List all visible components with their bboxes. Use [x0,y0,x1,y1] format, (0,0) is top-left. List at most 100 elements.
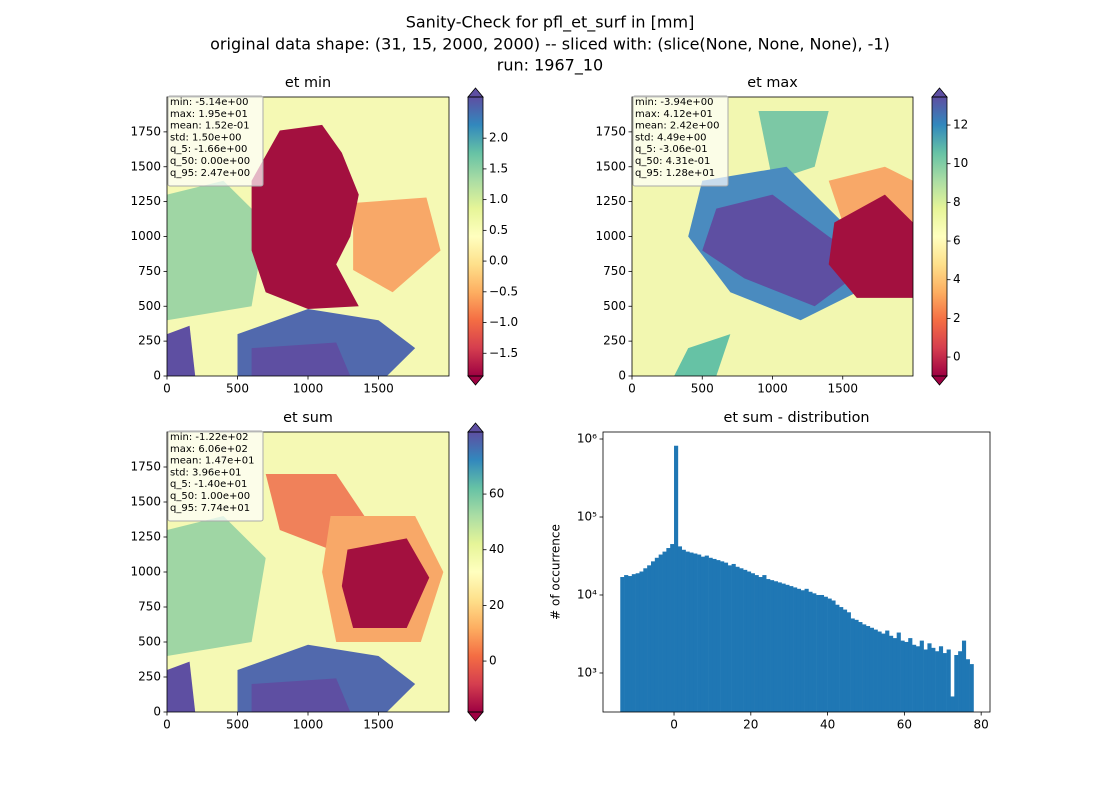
colorbar-tick-label: 2 [953,311,961,325]
bar [908,638,913,712]
map-region [167,325,196,376]
x-tick-label: 0 [628,382,636,396]
y-tick-label: 1500 [595,159,626,173]
stats-text: min: -3.94e+00 [635,97,714,108]
bar [712,558,717,712]
bar [923,649,928,712]
y-tick-label: 1750 [130,124,161,138]
x-tick-label: 1500 [363,382,394,396]
x-tick-label: 500 [226,382,249,396]
bar [743,569,748,712]
bar [954,655,959,712]
colorbar-frame [467,96,484,377]
bar [935,651,940,712]
stats-text: mean: 1.52e-01 [170,121,250,132]
bar [785,584,790,712]
stats-text: q_50: 1.00e+00 [170,491,250,502]
bar [839,607,844,712]
bar [666,548,671,712]
stats-text: std: 3.96e+01 [170,467,242,478]
colorbar [468,432,483,712]
map-region [674,334,731,376]
bar [770,580,775,712]
bar [919,640,924,712]
bar [877,631,882,712]
bar [658,554,663,712]
stats-text: max: 6.06e+02 [170,444,248,455]
bar [758,577,763,712]
bar [773,581,778,712]
stats-text: min: -1.22e+02 [170,432,249,443]
y-tick-label: 1000 [595,229,626,243]
map-region [167,180,266,321]
y-tick-label: 1500 [130,495,161,509]
stats-text: q_5: -1.66e+00 [170,144,247,155]
colorbar-tick-label: −0.5 [489,284,518,298]
x-tick-label: 1500 [827,382,858,396]
colorbar-tick-label: −1.0 [489,315,518,329]
y-tick-label: 0 [618,369,626,383]
stats-text: q_50: 4.31e-01 [635,156,710,167]
axes-title: et sum - distribution [723,410,869,426]
bar [800,590,805,712]
bar [831,600,836,712]
colorbar-extend [931,87,948,98]
bar [735,566,740,712]
bar [750,573,755,712]
stats-box [632,95,729,187]
y-tick-label: 10⁶ [577,432,597,446]
bar [854,619,859,712]
colorbar-tick-label: 1.0 [489,192,508,206]
colorbar-extend [931,375,948,386]
x-tick-label: 1000 [757,382,788,396]
x-tick-label: 1000 [293,718,324,732]
map-region [251,678,351,712]
bar [862,624,867,712]
bar [793,587,798,712]
map-region [167,516,266,656]
stats-text: q_95: 2.47e+00 [170,168,250,179]
y-tick-label: 1000 [130,565,161,579]
colorbar-frame [931,96,948,377]
y-tick-label: 500 [138,635,161,649]
y-tick-label: 0 [153,369,161,383]
bar [942,653,947,712]
colorbar-tick-label: 1.5 [489,161,508,175]
x-tick-label: 40 [820,718,835,732]
bar [720,561,725,712]
stats-text: std: 1.50e+00 [170,132,242,143]
bar [869,627,874,712]
bar [900,640,905,712]
y-tick-label: 500 [603,299,626,313]
x-tick-label: 1500 [363,718,394,732]
bar [754,575,759,712]
y-tick-label: 1250 [595,194,626,208]
bar [969,664,974,712]
x-tick-label: 60 [897,718,912,732]
stats-text: q_95: 7.74e+01 [170,503,250,514]
bar [912,644,917,712]
stats-text: mean: 2.42e+00 [635,121,719,132]
bar [685,551,690,712]
map-region [702,194,871,307]
y-tick-label: 750 [138,264,161,278]
bar [766,579,771,712]
bar [624,575,629,712]
bar [727,565,732,712]
y-tick-label: 250 [603,334,626,348]
y-tick-label: 500 [138,299,161,313]
stats-box [167,430,264,522]
x-tick-label: 80 [974,718,989,732]
bar [835,604,840,712]
bar [777,582,782,712]
colorbar-tick-label: 20 [489,598,504,612]
map-region [758,110,829,181]
stats-text: max: 4.12e+01 [635,109,713,120]
bar [816,594,821,712]
bar [746,571,752,712]
bar [650,561,656,712]
y-tick-label: 750 [138,600,161,614]
bar [873,629,878,712]
colorbar-extend [467,375,484,386]
y-tick-label: 250 [138,670,161,684]
